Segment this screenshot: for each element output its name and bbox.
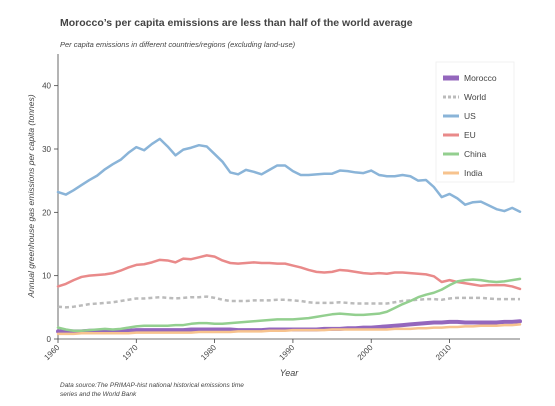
legend-label-world: World: [464, 92, 486, 102]
x-tick-label: 1980: [199, 343, 218, 362]
series-layer: [56, 137, 522, 336]
x-tick-label: 1970: [121, 343, 140, 362]
chart-legend: Morocco World US EU China India: [435, 61, 515, 183]
legend-label-eu: EU: [464, 130, 476, 140]
chart-axes: [57, 54, 520, 340]
y-tick-label: 0: [47, 335, 52, 344]
y-axis-label: Annual greenhouse gas emissions per capi…: [26, 94, 36, 298]
series-line-world: [57, 295, 520, 309]
y-tick-label: 10: [42, 272, 51, 281]
y-tick-label: 40: [42, 82, 51, 91]
series-line-india: [56, 323, 522, 336]
x-tick-label: 2000: [356, 343, 375, 362]
x-tick-label: 1990: [277, 343, 296, 362]
data-source-note: Data source:The PRIMAP-hist national his…: [60, 382, 244, 398]
series-line-eu: [56, 254, 522, 291]
chart-subtitle: Per capita emissions in different countr…: [60, 40, 296, 49]
x-tick-label: 1960: [42, 343, 61, 362]
chart-title: Morocco’s per capita emissions are less …: [60, 17, 413, 29]
legend-label-india: India: [464, 168, 483, 178]
series-line-china: [56, 277, 522, 333]
x-tick-label: 2010: [434, 343, 453, 362]
axis-ticks: 0 10 20 30 40 1960 1970 1980 1990 2000 2010: [42, 82, 453, 362]
legend-label-us: US: [464, 111, 476, 121]
series-line-us: [56, 137, 522, 213]
legend-box: [435, 61, 515, 183]
legend-label-china: China: [464, 149, 486, 159]
legend-label-morocco: Morocco: [464, 73, 497, 83]
x-axis-label: Year: [280, 368, 300, 378]
y-tick-label: 30: [42, 145, 51, 154]
y-tick-label: 20: [42, 208, 51, 217]
